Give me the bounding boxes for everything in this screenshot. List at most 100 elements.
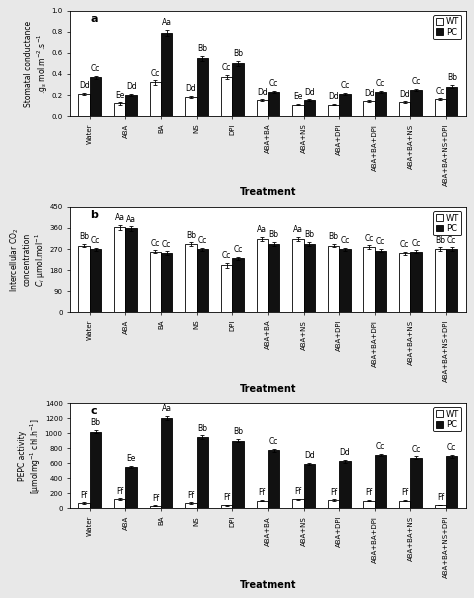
Text: Cc: Cc: [91, 64, 100, 73]
Text: Cc: Cc: [151, 69, 160, 78]
Bar: [232, 63, 244, 116]
Bar: [435, 505, 446, 508]
Text: Cc: Cc: [447, 443, 456, 453]
Text: Dd: Dd: [126, 83, 137, 91]
Bar: [221, 266, 232, 312]
Text: Cc: Cc: [222, 251, 231, 260]
Bar: [292, 499, 303, 508]
Bar: [328, 246, 339, 312]
Text: Cc: Cc: [376, 442, 385, 451]
Text: Aa: Aa: [293, 225, 303, 234]
Legend: WT, PC: WT, PC: [433, 15, 462, 39]
X-axis label: Treatment: Treatment: [240, 383, 296, 393]
Bar: [78, 246, 90, 312]
Text: Ee: Ee: [293, 92, 302, 101]
Text: Bb: Bb: [233, 49, 243, 58]
Text: Bb: Bb: [186, 231, 196, 240]
Bar: [328, 500, 339, 508]
Text: b: b: [90, 210, 98, 220]
Bar: [328, 105, 339, 116]
Text: Ff: Ff: [401, 489, 408, 498]
Bar: [232, 441, 244, 508]
Text: Cc: Cc: [376, 237, 385, 246]
Bar: [161, 418, 173, 508]
Bar: [339, 461, 351, 508]
Text: Cc: Cc: [447, 236, 456, 245]
Text: Cc: Cc: [91, 236, 100, 245]
Bar: [114, 227, 126, 312]
Bar: [399, 253, 410, 312]
Bar: [161, 33, 173, 116]
Text: c: c: [90, 406, 97, 416]
Bar: [197, 58, 208, 116]
Bar: [339, 94, 351, 116]
Text: Bb: Bb: [328, 232, 338, 241]
Bar: [126, 95, 137, 116]
Text: Bb: Bb: [304, 230, 314, 239]
Y-axis label: Stomatal conductance
.g$_s$ mol.m$^{-2}$.s$^{-1}$: Stomatal conductance .g$_s$ mol.m$^{-2}$…: [25, 20, 50, 106]
Bar: [90, 77, 101, 116]
Text: Cc: Cc: [151, 239, 160, 248]
Text: Bb: Bb: [233, 428, 243, 437]
Bar: [256, 501, 268, 508]
Text: Ff: Ff: [365, 489, 373, 498]
Bar: [339, 249, 351, 312]
Bar: [161, 253, 173, 312]
Bar: [303, 464, 315, 508]
Bar: [364, 247, 375, 312]
Text: Ff: Ff: [330, 488, 337, 497]
Bar: [90, 249, 101, 312]
Text: Dd: Dd: [339, 448, 350, 457]
Text: Aa: Aa: [126, 215, 136, 224]
Bar: [268, 450, 279, 508]
Bar: [446, 249, 457, 312]
Bar: [435, 249, 446, 312]
Text: Ff: Ff: [437, 493, 444, 502]
Text: Bb: Bb: [197, 423, 208, 432]
Text: Cc: Cc: [162, 240, 172, 249]
Text: Ee: Ee: [115, 91, 125, 100]
Bar: [446, 87, 457, 116]
Text: Bb: Bb: [197, 44, 208, 53]
Bar: [197, 249, 208, 312]
Text: Dd: Dd: [79, 81, 90, 90]
X-axis label: Treatment: Treatment: [240, 579, 296, 590]
Text: Aa: Aa: [257, 225, 267, 234]
Bar: [78, 94, 90, 116]
Text: Cc: Cc: [400, 240, 410, 249]
Text: Dd: Dd: [400, 90, 410, 99]
Text: Cc: Cc: [340, 236, 350, 245]
Y-axis label: PEPC activity
[μmolmg$^{-1}$ chl.h$^{-1}$]: PEPC activity [μmolmg$^{-1}$ chl.h$^{-1}…: [18, 417, 43, 493]
Bar: [256, 100, 268, 116]
Text: Dd: Dd: [186, 84, 196, 93]
Text: Aa: Aa: [162, 404, 172, 413]
Bar: [375, 455, 386, 508]
Text: Ff: Ff: [223, 493, 230, 502]
Text: Ff: Ff: [294, 487, 301, 496]
Text: Bb: Bb: [447, 74, 457, 83]
Bar: [126, 228, 137, 312]
Bar: [221, 505, 232, 508]
X-axis label: Treatment: Treatment: [240, 188, 296, 197]
Legend: WT, PC: WT, PC: [433, 407, 462, 431]
Bar: [268, 244, 279, 312]
Text: Dd: Dd: [304, 88, 315, 97]
Text: Ee: Ee: [127, 454, 136, 463]
Bar: [292, 239, 303, 312]
Bar: [364, 501, 375, 508]
Text: Ff: Ff: [81, 491, 88, 500]
Text: a: a: [90, 14, 98, 24]
Text: Cc: Cc: [340, 81, 350, 90]
Text: Ff: Ff: [116, 487, 123, 496]
Text: Bb: Bb: [269, 230, 279, 239]
Bar: [197, 437, 208, 508]
Text: Cc: Cc: [411, 239, 421, 248]
Text: Ff: Ff: [187, 491, 194, 500]
Bar: [114, 103, 126, 116]
Bar: [446, 456, 457, 508]
Text: Dd: Dd: [257, 88, 268, 97]
Bar: [292, 105, 303, 116]
Bar: [399, 102, 410, 116]
Bar: [364, 101, 375, 116]
Bar: [185, 245, 197, 312]
